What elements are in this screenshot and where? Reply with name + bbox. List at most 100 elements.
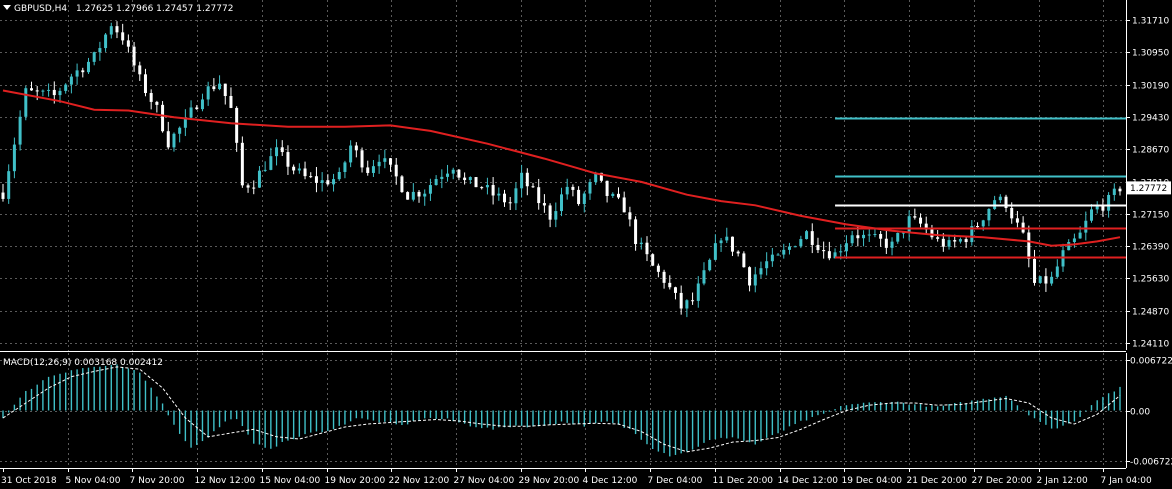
- candle-bearish: [1, 192, 5, 199]
- candle-bullish: [805, 231, 809, 240]
- candle-bullish: [947, 240, 951, 247]
- candle-bearish: [81, 70, 85, 73]
- candle-bearish: [229, 95, 233, 108]
- macd-axis: 0.006722 0.00 -0.006722: [1126, 357, 1172, 468]
- candle-bullish: [770, 254, 774, 262]
- candle-bullish: [47, 89, 51, 91]
- candle-bullish: [594, 172, 598, 183]
- candle-bullish: [172, 133, 176, 148]
- time-axis-label: 29 Nov 20:00: [519, 476, 580, 486]
- ohlc-values: 1.27625 1.27966 1.27457 1.27772: [76, 4, 233, 14]
- time-axis-label: 11 Dec 20:00: [713, 476, 774, 486]
- time-axis-label: 21 Dec 20:00: [907, 476, 968, 486]
- candle-bullish: [178, 127, 182, 134]
- candle-bearish: [406, 192, 410, 200]
- candle-bearish: [149, 93, 153, 102]
- candle-bullish: [343, 162, 347, 172]
- macd-signal-line: [2, 366, 1121, 453]
- candle-bullish: [371, 166, 375, 173]
- time-axis-label: 27 Nov 04:00: [454, 476, 515, 486]
- candle-bullish: [446, 173, 450, 177]
- candle-bullish: [206, 86, 210, 100]
- candle-bearish: [132, 46, 136, 66]
- candle-bearish: [919, 217, 923, 224]
- candle-bullish: [257, 170, 261, 188]
- time-axis-label: 19 Nov 20:00: [325, 476, 386, 486]
- candle-bearish: [941, 238, 945, 247]
- candle-bullish: [514, 188, 518, 204]
- candle-bullish: [1072, 238, 1076, 243]
- candle-bearish: [537, 187, 541, 204]
- candle-bullish: [987, 209, 991, 221]
- candle-bullish: [332, 179, 336, 185]
- candle-bearish: [240, 142, 244, 186]
- candle-bearish: [605, 180, 609, 196]
- candle-bullish: [18, 116, 22, 145]
- candle-bearish: [354, 145, 358, 151]
- candle-bullish: [12, 144, 16, 172]
- candle-bearish: [1010, 208, 1014, 219]
- candle-bullish: [485, 185, 489, 188]
- candle-bullish: [468, 177, 472, 181]
- candle-bullish: [839, 251, 843, 253]
- candle-bearish: [964, 239, 968, 243]
- candle-bullish: [588, 182, 592, 194]
- candle-bullish: [275, 147, 279, 157]
- candle-bearish: [810, 231, 814, 245]
- candle-bearish: [884, 238, 888, 248]
- candle-bullish: [1067, 242, 1071, 251]
- candle-bullish: [639, 242, 643, 245]
- candle-bearish: [286, 152, 290, 167]
- candle-bullish: [970, 226, 974, 243]
- candle-bullish: [1084, 220, 1088, 233]
- candle-bearish: [856, 235, 860, 239]
- candle-bullish: [554, 211, 558, 220]
- candle-bullish: [708, 259, 712, 271]
- candle-bearish: [155, 101, 159, 105]
- candle-bearish: [223, 83, 227, 96]
- candle-bearish: [252, 187, 256, 189]
- symbol-dropdown-triangle-icon[interactable]: [3, 5, 11, 10]
- price-axis-label: 1.30190: [1132, 82, 1169, 92]
- candle-bullish: [850, 235, 854, 244]
- candle-bullish: [1112, 188, 1116, 195]
- candle-bullish: [520, 172, 524, 189]
- candle-bearish: [491, 185, 495, 196]
- candle-bearish: [394, 164, 398, 177]
- candle-bullish: [867, 234, 871, 236]
- candle-bearish: [246, 185, 250, 188]
- candle-bullish: [440, 176, 444, 179]
- macd-grid: [0, 353, 1126, 468]
- candle-bearish: [651, 254, 655, 266]
- candle-bullish: [383, 158, 387, 162]
- candle-bullish: [320, 180, 324, 183]
- candle-bearish: [35, 90, 39, 92]
- candle-bullish: [787, 246, 791, 250]
- candle-bullish: [263, 169, 267, 171]
- candle-bullish: [189, 107, 193, 118]
- candle-bullish: [696, 283, 700, 301]
- candle-bearish: [400, 176, 404, 193]
- candle-bearish: [571, 186, 575, 190]
- candle-bearish: [577, 189, 581, 205]
- candle-bullish: [907, 216, 911, 233]
- candle-bearish: [366, 167, 370, 173]
- candle-bullish: [793, 246, 797, 248]
- candle-bullish: [423, 193, 427, 197]
- candle-bullish: [1107, 194, 1111, 211]
- candle-bearish: [1027, 232, 1031, 259]
- candle-bearish: [457, 169, 461, 178]
- candle-bullish: [685, 300, 689, 309]
- candle-bullish: [86, 61, 90, 73]
- candle-bullish: [183, 117, 187, 128]
- price-axis-label: 1.29430: [1132, 114, 1169, 124]
- time-axis-label: 31 Oct 2018: [1, 476, 57, 486]
- time-axis-label: 7 Jan 04:00: [1101, 476, 1153, 486]
- candle-bullish: [411, 191, 415, 200]
- candle-bullish: [428, 185, 432, 194]
- candle-bullish: [873, 234, 877, 236]
- candle-bearish: [195, 107, 199, 110]
- candle-bearish: [1044, 276, 1048, 284]
- candle-bearish: [508, 202, 512, 204]
